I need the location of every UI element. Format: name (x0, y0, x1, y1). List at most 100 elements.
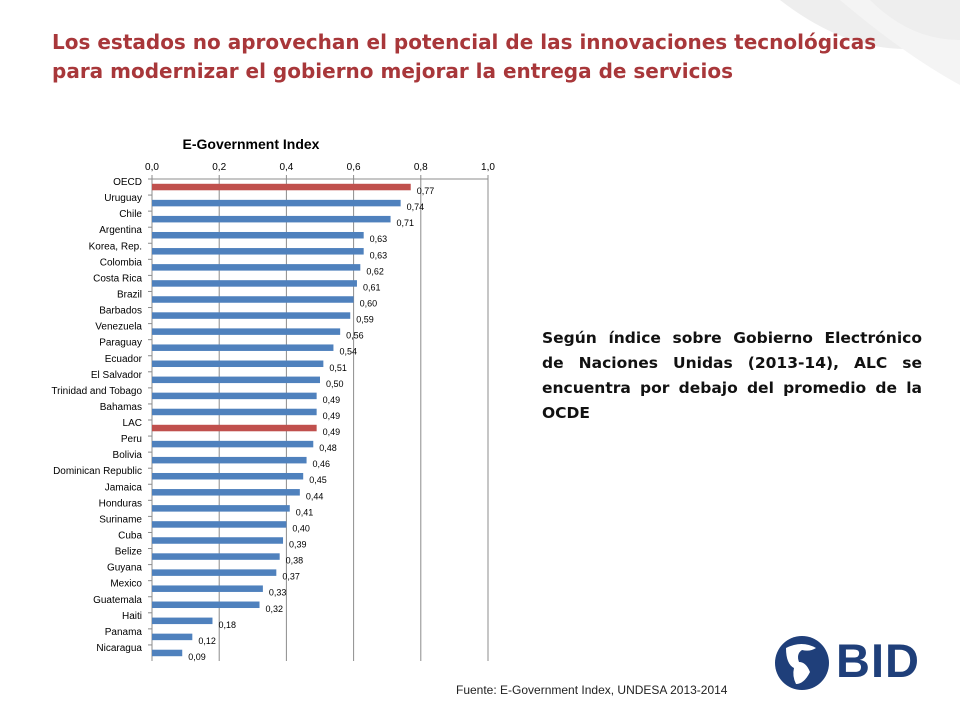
source-note: Fuente: E-Government Index, UNDESA 2013-… (456, 683, 728, 697)
x-tick-label: 0,4 (279, 162, 293, 173)
bar-el-salvador (152, 376, 320, 384)
category-label: Suriname (99, 514, 142, 525)
data-label: 0,56 (346, 331, 364, 341)
category-label: Chile (119, 209, 142, 220)
bar-dominican-republic (152, 472, 304, 480)
category-label: Venezuela (95, 322, 142, 333)
bar-chile (152, 215, 391, 223)
category-label: Peru (121, 434, 142, 445)
category-label: Trinidad and Tobago (51, 386, 142, 397)
x-tick-label: 0,0 (145, 162, 159, 173)
bar-ecuador (152, 360, 324, 368)
data-label: 0,63 (370, 234, 388, 244)
data-label: 0,63 (370, 250, 388, 260)
category-label: Cuba (118, 531, 142, 542)
bid-logo-text: BID (836, 634, 920, 687)
data-label: 0,33 (269, 588, 287, 598)
category-label: Mexico (110, 579, 142, 590)
data-label: 0,49 (323, 427, 341, 437)
category-label: Brazil (117, 290, 142, 301)
data-label: 0,61 (363, 282, 381, 292)
bar-bolivia (152, 456, 307, 464)
category-label: Costa Rica (93, 273, 142, 284)
bar-belize (152, 553, 280, 560)
bar-peru (152, 440, 314, 448)
data-label: 0,77 (417, 186, 435, 196)
bar-oecd (152, 183, 411, 191)
x-tick-label: 0,8 (414, 162, 428, 173)
bar-bahamas (152, 408, 317, 416)
category-label: Honduras (99, 498, 142, 509)
category-label: Jamaica (105, 482, 143, 493)
data-label: 0,54 (339, 347, 357, 357)
bar-colombia (152, 264, 361, 271)
bar-guatemala (152, 601, 260, 609)
category-label: LAC (123, 418, 142, 429)
data-label: 0,40 (292, 523, 310, 533)
data-label: 0,60 (360, 299, 378, 309)
corner-decoration (780, 0, 960, 85)
data-label: 0,49 (323, 411, 341, 421)
data-label: 0,49 (323, 395, 341, 405)
bar-nicaragua (152, 649, 183, 657)
bar-panama (152, 633, 193, 641)
bar-jamaica (152, 489, 300, 496)
bar-costa-rica (152, 280, 357, 287)
data-label: 0,45 (309, 475, 327, 485)
category-label: Nicaragua (96, 643, 142, 654)
category-label: Bahamas (100, 402, 142, 413)
data-label: 0,37 (282, 572, 300, 582)
data-label: 0,59 (356, 315, 374, 325)
bar-lac (152, 424, 317, 432)
data-label: 0,48 (319, 443, 337, 453)
x-tick-label: 1,0 (481, 162, 495, 173)
x-tick-label: 0,6 (347, 162, 361, 173)
category-label: Guatemala (93, 595, 142, 606)
bar-argentina (152, 231, 364, 239)
bid-logo-mark (775, 636, 829, 690)
bar-suriname (152, 521, 287, 528)
side-note: Según índice sobre Gobierno Electrónico … (542, 329, 922, 422)
category-label: Barbados (99, 306, 142, 317)
bar-trinidad-and-tobago (152, 392, 317, 400)
data-label: 0,44 (306, 491, 324, 501)
data-label: 0,74 (407, 202, 425, 212)
category-label: Guyana (107, 563, 142, 574)
data-label: 0,50 (326, 379, 344, 389)
category-label: Paraguay (99, 338, 142, 349)
bar-cuba (152, 537, 284, 544)
data-label: 0,62 (366, 266, 384, 276)
data-label: 0,51 (329, 363, 347, 373)
bar-guyana (152, 569, 277, 576)
data-label: 0,39 (289, 540, 307, 550)
category-label: Uruguay (104, 193, 142, 204)
bar-honduras (152, 505, 290, 512)
data-label: 0,32 (266, 604, 284, 614)
data-label: 0,41 (296, 507, 314, 517)
category-label: Ecuador (105, 354, 143, 365)
x-tick-label: 0,2 (212, 162, 226, 173)
category-label: Dominican Republic (53, 466, 142, 477)
bar-korea-rep- (152, 248, 364, 255)
category-label: Belize (115, 547, 143, 558)
category-label: El Salvador (91, 370, 143, 381)
category-label: Panama (105, 627, 143, 638)
category-label: OECD (113, 177, 142, 188)
category-label: Colombia (100, 257, 143, 268)
slide-title: Los estados no aprovechan el potencial d… (52, 30, 877, 83)
data-label: 0,71 (397, 218, 415, 228)
category-label: Haiti (122, 611, 142, 622)
data-label: 0,46 (313, 459, 331, 469)
data-label: 0,18 (218, 620, 236, 630)
category-label: Argentina (99, 225, 142, 236)
data-label: 0,12 (198, 636, 216, 646)
bar-venezuela (152, 328, 341, 335)
category-label: Bolivia (113, 450, 143, 461)
data-label: 0,38 (286, 556, 304, 566)
category-label: Korea, Rep. (89, 241, 142, 252)
bar-barbados (152, 312, 351, 319)
bar-mexico (152, 585, 263, 592)
bar-haiti (152, 617, 213, 625)
data-label: 0,09 (188, 652, 206, 662)
